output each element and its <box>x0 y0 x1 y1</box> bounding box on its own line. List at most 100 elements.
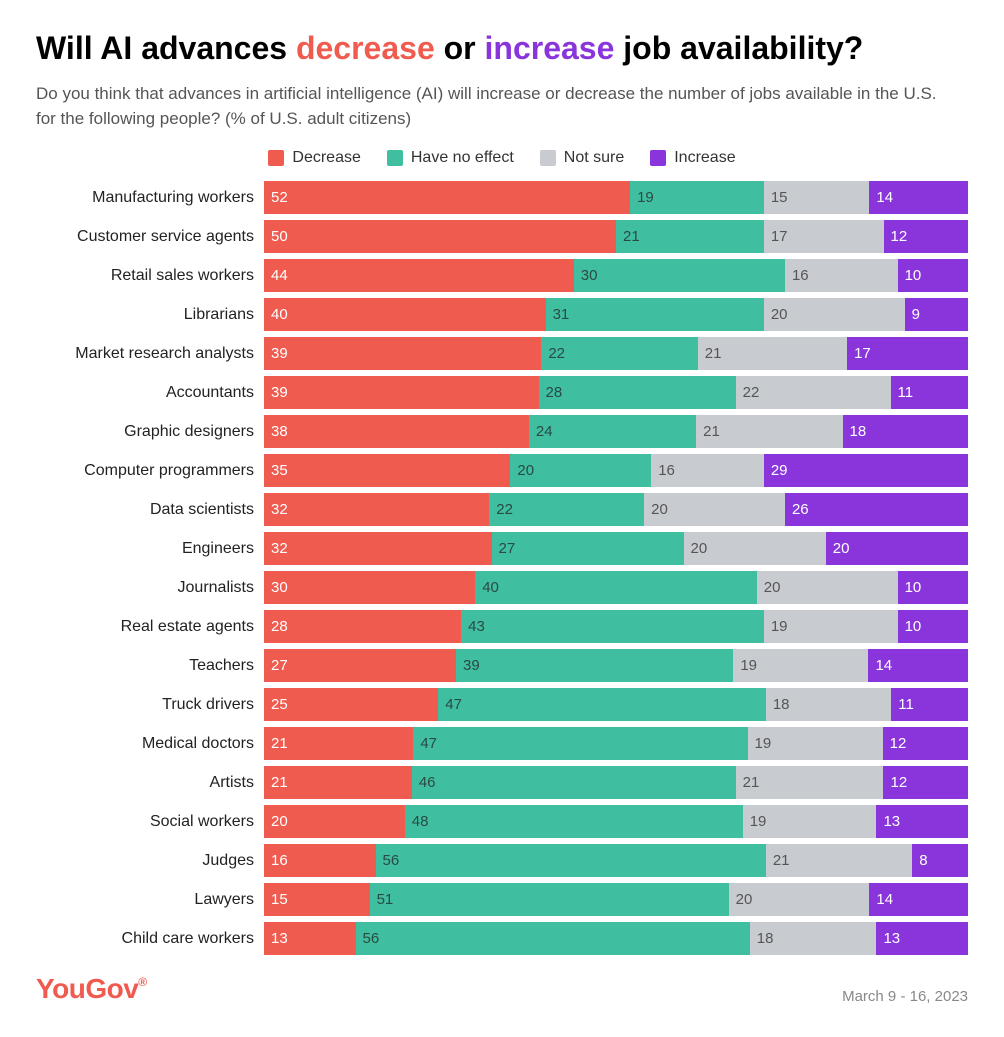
bar-segment: 16 <box>651 454 764 487</box>
bar-segment: 20 <box>764 298 905 331</box>
chart-row: Truck drivers25471811 <box>36 688 968 721</box>
bar-segment: 56 <box>376 844 766 877</box>
bar-segment: 18 <box>750 922 877 955</box>
bar-segment: 13 <box>264 922 356 955</box>
bar-segment: 22 <box>489 493 644 526</box>
legend-swatch <box>387 150 403 166</box>
row-label: Market research analysts <box>36 345 264 363</box>
chart-row: Child care workers13561813 <box>36 922 968 955</box>
bar-segment: 20 <box>264 805 405 838</box>
row-label: Social workers <box>36 813 264 831</box>
bar-segment: 20 <box>684 532 826 565</box>
bar-segment: 43 <box>461 610 764 643</box>
bar-segment: 39 <box>264 376 539 409</box>
stacked-bar: 25471811 <box>264 688 968 721</box>
bar-segment: 56 <box>356 922 750 955</box>
bar-segment: 14 <box>868 649 968 682</box>
row-label: Retail sales workers <box>36 267 264 285</box>
chart-row: Computer programmers35201629 <box>36 454 968 487</box>
bar-segment: 14 <box>869 883 968 916</box>
stacked-bar: 32222026 <box>264 493 968 526</box>
bar-segment: 12 <box>883 727 968 760</box>
bar-segment: 39 <box>456 649 733 682</box>
bar-segment: 21 <box>264 766 412 799</box>
bar-segment: 15 <box>764 181 870 214</box>
bar-segment: 27 <box>264 649 456 682</box>
legend-item: Decrease <box>268 149 360 167</box>
bar-segment: 16 <box>785 259 898 292</box>
bar-segment: 10 <box>898 610 968 643</box>
stacked-bar: 21462112 <box>264 766 968 799</box>
logo-you: You <box>36 973 85 1004</box>
chart-subtitle: Do you think that advances in artificial… <box>36 82 956 131</box>
bar-segment: 11 <box>891 688 968 721</box>
bar-segment: 21 <box>766 844 912 877</box>
bar-segment: 31 <box>546 298 764 331</box>
row-label: Librarians <box>36 306 264 324</box>
chart-row: Manufacturing workers52191514 <box>36 181 968 214</box>
legend-label: Decrease <box>292 149 360 167</box>
bar-segment: 22 <box>541 337 697 370</box>
bar-segment: 20 <box>757 571 898 604</box>
bar-segment: 20 <box>510 454 651 487</box>
bar-segment: 30 <box>574 259 785 292</box>
chart-row: Social workers20481913 <box>36 805 968 838</box>
bar-segment: 13 <box>876 922 968 955</box>
bar-segment: 30 <box>264 571 475 604</box>
chart-row: Journalists30402010 <box>36 571 968 604</box>
row-label: Data scientists <box>36 501 264 519</box>
bar-segment: 32 <box>264 493 489 526</box>
stacked-bar: 32272020 <box>264 532 968 565</box>
bar-segment: 10 <box>898 571 968 604</box>
bar-segment: 32 <box>264 532 492 565</box>
chart-row: Market research analysts39222117 <box>36 337 968 370</box>
legend-swatch <box>650 150 666 166</box>
bar-segment: 19 <box>764 610 898 643</box>
chart-row: Engineers32272020 <box>36 532 968 565</box>
row-label: Artists <box>36 774 264 792</box>
bar-segment: 15 <box>264 883 370 916</box>
bar-segment: 18 <box>766 688 891 721</box>
row-label: Computer programmers <box>36 462 264 480</box>
bar-segment: 12 <box>884 220 968 253</box>
bar-segment: 19 <box>748 727 883 760</box>
legend-item: Have no effect <box>387 149 514 167</box>
bar-segment: 14 <box>869 181 968 214</box>
legend-item: Increase <box>650 149 735 167</box>
stacked-bar: 39222117 <box>264 337 968 370</box>
stacked-bar: 52191514 <box>264 181 968 214</box>
bar-segment: 50 <box>264 220 616 253</box>
stacked-bar: 21471912 <box>264 727 968 760</box>
logo-registered: ® <box>138 975 146 989</box>
bar-segment: 27 <box>492 532 684 565</box>
bar-segment: 48 <box>405 805 743 838</box>
legend-swatch <box>540 150 556 166</box>
chart-row: Medical doctors21471912 <box>36 727 968 760</box>
bar-segment: 17 <box>847 337 968 370</box>
chart-row: Teachers27391914 <box>36 649 968 682</box>
legend-label: Not sure <box>564 149 624 167</box>
row-label: Customer service agents <box>36 228 264 246</box>
row-label: Journalists <box>36 579 264 597</box>
survey-date: March 9 - 16, 2023 <box>842 988 968 1005</box>
row-label: Real estate agents <box>36 618 264 636</box>
bar-segment: 46 <box>412 766 736 799</box>
bar-segment: 10 <box>898 259 968 292</box>
title-middle: or <box>435 30 485 66</box>
bar-segment: 19 <box>743 805 877 838</box>
row-label: Teachers <box>36 657 264 675</box>
stacked-bar: 38242118 <box>264 415 968 448</box>
title-decrease-word: decrease <box>296 30 435 66</box>
bar-segment: 40 <box>264 298 546 331</box>
bar-segment: 17 <box>764 220 884 253</box>
title-prefix: Will AI advances <box>36 30 296 66</box>
stacked-bar: 20481913 <box>264 805 968 838</box>
bar-segment: 21 <box>264 727 413 760</box>
row-label: Manufacturing workers <box>36 189 264 207</box>
legend-label: Increase <box>674 149 735 167</box>
bar-segment: 20 <box>729 883 870 916</box>
legend-label: Have no effect <box>411 149 514 167</box>
bar-segment: 20 <box>644 493 785 526</box>
bar-segment: 38 <box>264 415 529 448</box>
bar-segment: 25 <box>264 688 438 721</box>
